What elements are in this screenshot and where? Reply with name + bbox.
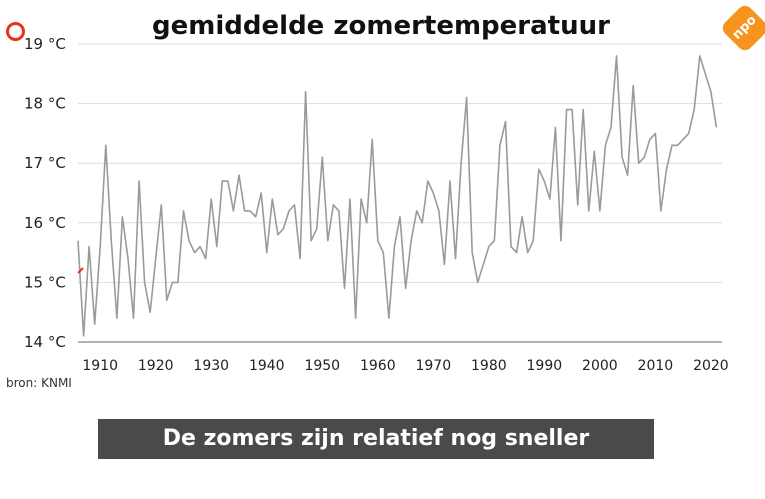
x-tick-label: 1990 (527, 358, 563, 374)
y-tick-label: 17 °C (24, 154, 66, 172)
source-label: bron: KNMI (6, 376, 72, 390)
x-tick-label: 1970 (415, 358, 451, 374)
y-tick-label: 14 °C (24, 333, 66, 351)
x-tick-label: 2000 (582, 358, 618, 374)
grid-lines (78, 43, 722, 283)
y-axis-tick-labels: 14 °C 15 °C 16 °C 17 °C 18 °C 19 °C (24, 35, 66, 351)
caption-bar: De zomers zijn relatief nog sneller opge… (98, 419, 654, 491)
x-tick-label: 1920 (138, 358, 174, 374)
x-tick-label: 1930 (193, 358, 229, 374)
x-tick-label: 2010 (638, 358, 674, 374)
y-tick-label: 18 °C (24, 95, 66, 113)
x-tick-label: 1960 (360, 358, 396, 374)
x-axis-tick-labels: 1910 1920 1930 1940 1950 1960 1970 1980 1990 2000… (82, 358, 728, 374)
x-tick-label: 1910 (82, 358, 118, 374)
x-tick-label: 2020 (693, 358, 729, 374)
y-tick-label: 15 °C (24, 273, 66, 291)
y-tick-label: 16 °C (24, 214, 66, 232)
x-tick-label: 1940 (249, 358, 285, 374)
circle-logo-icon (6, 22, 25, 41)
line-chart: gemiddelde zomertemperatuur 14 °C 15 °C 16… (24, 11, 729, 374)
chart-title: gemiddelde zomertemperatuur (152, 11, 610, 41)
series-group (77, 55, 718, 337)
y-tick-label: 19 °C (24, 35, 66, 53)
caption-text: De zomers zijn relatief nog sneller opge… (162, 426, 590, 491)
x-tick-label: 1950 (304, 358, 340, 374)
x-tick-label: 1980 (471, 358, 507, 374)
red-marker-icon (77, 267, 84, 274)
series-line (77, 55, 718, 337)
